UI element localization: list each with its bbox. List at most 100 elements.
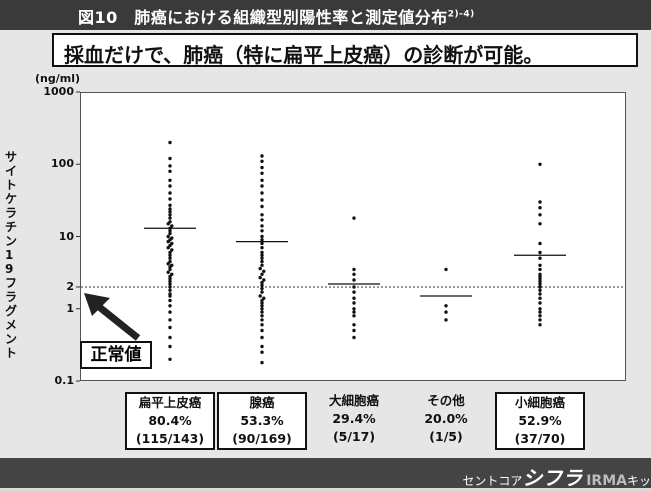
- y-tick-label: 2: [66, 280, 74, 293]
- y-unit: (ng/ml): [35, 72, 81, 85]
- title-bar: 図10 肺癌における組織型別陽性率と測定値分布2)-4): [0, 0, 651, 30]
- data-point: [538, 162, 542, 166]
- data-point: [260, 259, 264, 264]
- data-point: [260, 286, 264, 291]
- data-point: [168, 279, 172, 283]
- data-point: [260, 241, 264, 246]
- category-label-box: その他 20.0% (1/5): [401, 392, 491, 450]
- data-point: [444, 318, 448, 322]
- data-point: [538, 274, 542, 279]
- normal-value-label: 正常値: [80, 341, 152, 369]
- data-point: [260, 263, 264, 267]
- data-point: [258, 275, 262, 280]
- y-tick-label: 1: [66, 301, 74, 315]
- data-point: [352, 290, 356, 294]
- data-point: [258, 294, 262, 298]
- data-point: [260, 344, 264, 349]
- data-point: [168, 184, 172, 188]
- data-point: [262, 278, 266, 282]
- data-point: [168, 210, 172, 214]
- data-point: [168, 156, 172, 161]
- data-point: [352, 285, 356, 289]
- data-point: [260, 314, 264, 318]
- data-point: [260, 304, 264, 308]
- headline-box: 採血だけで、肺癌（特に扁平上皮癌）の診断が可能。: [52, 33, 638, 67]
- data-point: [352, 335, 356, 340]
- data-point: [538, 288, 542, 292]
- data-point: [260, 335, 264, 340]
- category-count: (115/143): [135, 431, 205, 446]
- y-tick-label: 0.1: [54, 374, 75, 387]
- category-rate: 20.0%: [424, 411, 468, 426]
- data-point: [168, 178, 172, 182]
- data-point: [166, 246, 170, 250]
- data-point: [260, 307, 264, 311]
- data-point: [260, 280, 264, 285]
- data-point: [168, 294, 172, 298]
- data-point: [166, 234, 170, 239]
- data-point: [260, 165, 264, 170]
- data-point: [168, 197, 172, 201]
- data-point: [352, 278, 356, 282]
- data-point: [168, 265, 172, 269]
- data-point: [260, 283, 264, 288]
- data-point: [260, 213, 264, 217]
- data-point: [168, 140, 172, 145]
- category-label-box: 小細胞癌 52.9% (37/70): [495, 392, 585, 450]
- category-label-box: 扁平上皮癌 80.4% (115/143): [125, 392, 215, 450]
- data-point: [352, 314, 356, 318]
- data-point: [260, 184, 264, 188]
- category-label-box: 腺癌 53.3% (90/169): [217, 392, 307, 450]
- data-point: [258, 266, 262, 271]
- brand-logo: セントコアシフラ IRMAキッ: [462, 466, 651, 490]
- data-point: [260, 171, 264, 175]
- data-point: [352, 310, 356, 314]
- data-point: [168, 282, 172, 286]
- data-point: [168, 250, 172, 255]
- data-point: [260, 191, 264, 195]
- arrow-shaft: [95, 303, 141, 341]
- category-rate: 80.4%: [148, 413, 192, 428]
- data-point: [168, 203, 172, 207]
- data-point: [352, 307, 356, 311]
- data-point: [168, 229, 172, 233]
- data-point: [168, 213, 172, 217]
- data-point: [168, 267, 172, 272]
- data-point: [538, 277, 542, 281]
- category-count: (5/17): [332, 429, 376, 444]
- category-count: (37/70): [514, 431, 566, 446]
- data-point: [538, 250, 542, 255]
- arrow-head: [84, 293, 110, 316]
- category-name: 小細胞癌: [514, 395, 565, 410]
- data-point: [352, 328, 356, 333]
- data-point: [538, 263, 542, 267]
- data-point: [260, 256, 264, 260]
- data-point: [538, 282, 542, 286]
- data-point: [168, 285, 172, 289]
- data-point: [260, 178, 264, 182]
- data-point: [260, 318, 264, 322]
- data-point: [260, 272, 264, 276]
- data-point: [538, 323, 542, 327]
- data-point: [538, 285, 542, 289]
- data-point: [538, 222, 542, 226]
- data-point: [168, 325, 172, 330]
- data-point: [538, 200, 542, 204]
- data-point: [260, 323, 264, 327]
- data-point: [168, 304, 172, 308]
- category-rate: 53.3%: [240, 413, 284, 428]
- data-point: [260, 204, 264, 209]
- data-point: [260, 159, 264, 163]
- data-point: [168, 277, 172, 281]
- category-count: (1/5): [429, 429, 463, 444]
- data-point: [352, 296, 356, 300]
- data-point: [168, 231, 172, 236]
- data-point: [168, 253, 172, 257]
- data-point: [166, 239, 170, 244]
- data-point: [260, 253, 264, 257]
- data-point: [260, 250, 264, 255]
- data-point: [260, 360, 264, 365]
- data-point: [260, 198, 264, 202]
- data-point: [260, 290, 264, 294]
